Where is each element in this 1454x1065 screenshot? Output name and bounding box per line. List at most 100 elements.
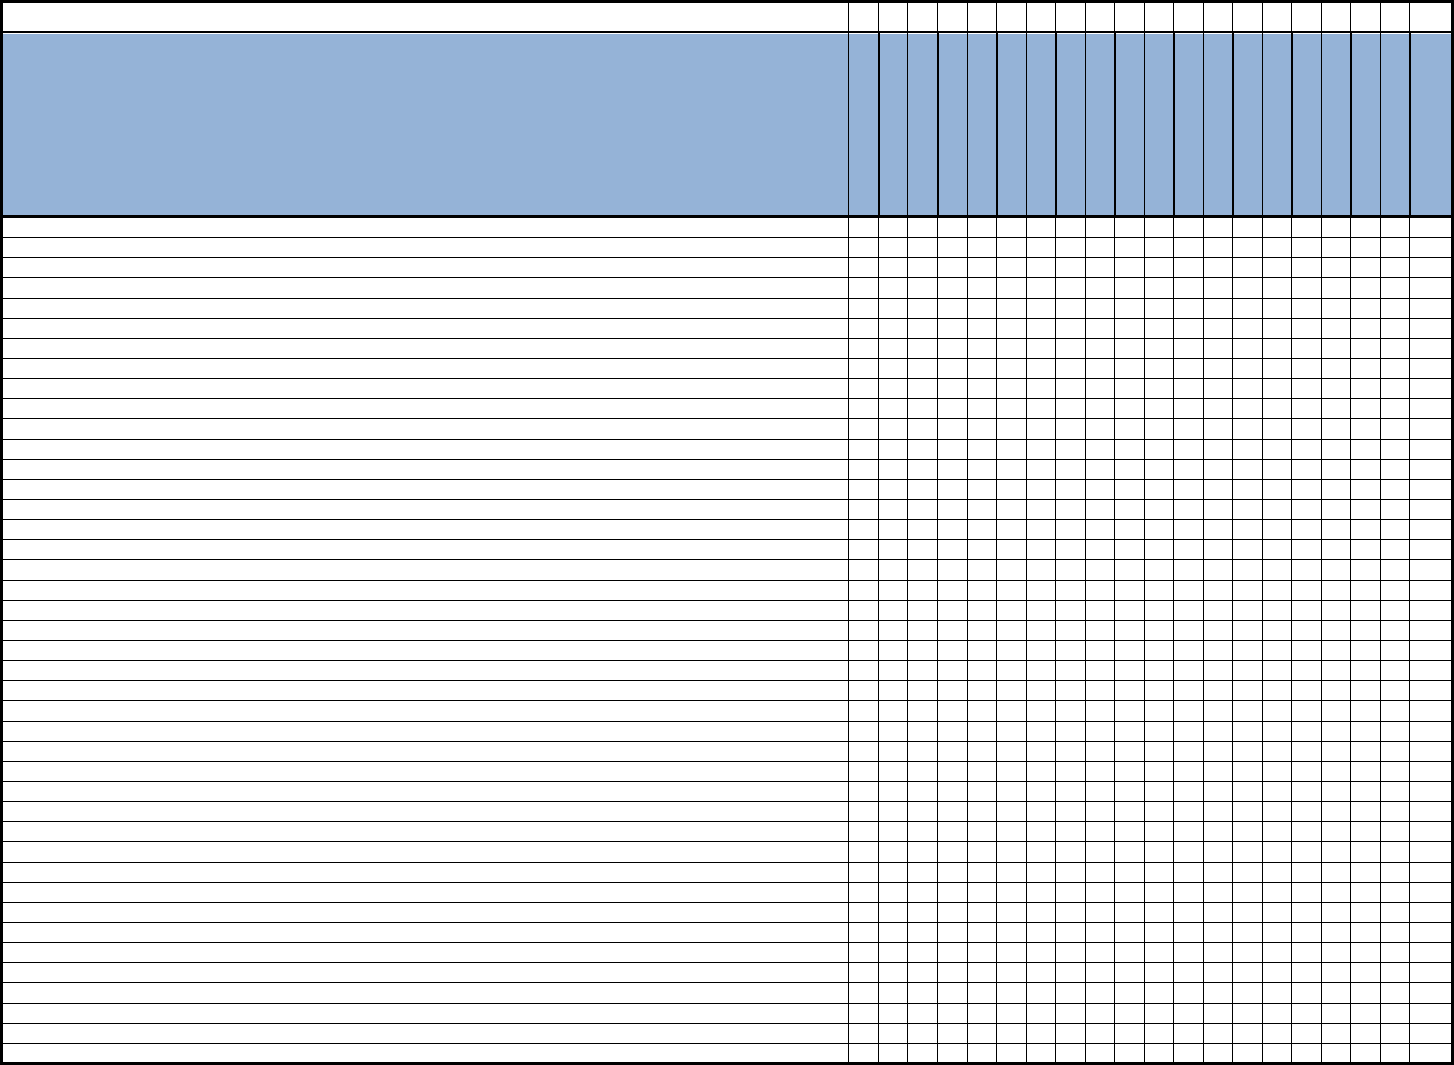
row-divider bbox=[3, 318, 1451, 319]
row-divider bbox=[3, 1003, 1451, 1004]
column-divider bbox=[878, 3, 879, 1062]
table-row[interactable] bbox=[3, 621, 1451, 640]
row-divider bbox=[3, 237, 1451, 238]
table-row[interactable] bbox=[3, 560, 1451, 579]
header-column-divider bbox=[996, 31, 998, 215]
row-divider bbox=[3, 539, 1451, 540]
column-divider bbox=[1026, 3, 1027, 1062]
table-row[interactable] bbox=[3, 1044, 1451, 1063]
table-row[interactable] bbox=[3, 802, 1451, 821]
header-column-divider bbox=[1321, 31, 1322, 215]
column-divider bbox=[937, 3, 938, 1062]
header-column-divider bbox=[1291, 31, 1293, 215]
row-divider bbox=[3, 459, 1451, 460]
table-row[interactable] bbox=[3, 782, 1451, 801]
title-row[interactable] bbox=[3, 3, 1451, 33]
table-row[interactable] bbox=[3, 822, 1451, 841]
table-row[interactable] bbox=[3, 762, 1451, 781]
header-column-divider bbox=[878, 31, 880, 215]
table-row[interactable] bbox=[3, 661, 1451, 680]
header-column-divider bbox=[967, 31, 968, 215]
table-row[interactable] bbox=[3, 440, 1451, 459]
table-row[interactable] bbox=[3, 581, 1451, 600]
table-row[interactable] bbox=[3, 319, 1451, 338]
table-row[interactable] bbox=[3, 299, 1451, 318]
header-column-divider bbox=[848, 31, 849, 215]
table-row[interactable] bbox=[3, 278, 1451, 297]
table-row[interactable] bbox=[3, 460, 1451, 479]
column-divider bbox=[1203, 3, 1204, 1062]
row-divider bbox=[3, 962, 1451, 963]
table-row[interactable] bbox=[3, 359, 1451, 378]
table-row[interactable] bbox=[3, 218, 1451, 237]
column-divider bbox=[1055, 3, 1056, 1062]
header-column-divider bbox=[1085, 31, 1086, 215]
header-column-divider bbox=[1262, 31, 1263, 215]
table-row[interactable] bbox=[3, 419, 1451, 438]
row-divider bbox=[3, 721, 1451, 722]
header-column-divider bbox=[1173, 31, 1175, 215]
table-row[interactable] bbox=[3, 701, 1451, 720]
header-bottom-border bbox=[3, 215, 1451, 218]
row-divider bbox=[3, 378, 1451, 379]
table-row[interactable] bbox=[3, 480, 1451, 499]
row-divider bbox=[3, 298, 1451, 299]
row-divider bbox=[3, 862, 1451, 863]
table-row[interactable] bbox=[3, 923, 1451, 942]
row-divider bbox=[3, 741, 1451, 742]
column-divider bbox=[1085, 3, 1086, 1062]
column-divider bbox=[1114, 3, 1115, 1062]
row-divider bbox=[3, 620, 1451, 621]
column-divider bbox=[996, 3, 997, 1062]
column-divider bbox=[1409, 3, 1410, 1062]
table-row[interactable] bbox=[3, 238, 1451, 257]
table-row[interactable] bbox=[3, 883, 1451, 902]
table-row[interactable] bbox=[3, 903, 1451, 922]
header-row bbox=[3, 34, 1451, 217]
table-row[interactable] bbox=[3, 339, 1451, 358]
table-row[interactable] bbox=[3, 863, 1451, 882]
row-divider bbox=[3, 580, 1451, 581]
table-row[interactable] bbox=[3, 842, 1451, 861]
column-divider bbox=[1291, 3, 1292, 1062]
table-row[interactable] bbox=[3, 722, 1451, 741]
column-divider bbox=[1321, 3, 1322, 1062]
header-column-divider bbox=[1114, 31, 1116, 215]
table-row[interactable] bbox=[3, 1024, 1451, 1043]
row-divider bbox=[3, 418, 1451, 419]
table-row[interactable] bbox=[3, 500, 1451, 519]
table-row[interactable] bbox=[3, 540, 1451, 559]
header-column-divider bbox=[1380, 31, 1381, 215]
header-column-divider bbox=[1026, 31, 1027, 215]
row-divider bbox=[3, 982, 1451, 983]
column-divider bbox=[1350, 3, 1351, 1062]
table-row[interactable] bbox=[3, 520, 1451, 539]
header-column-divider bbox=[1350, 31, 1352, 215]
row-divider bbox=[3, 821, 1451, 822]
table-row[interactable] bbox=[3, 943, 1451, 962]
row-divider bbox=[3, 640, 1451, 641]
table-row[interactable] bbox=[3, 963, 1451, 982]
header-column-divider bbox=[1144, 31, 1145, 215]
table-row[interactable] bbox=[3, 601, 1451, 620]
table-row[interactable] bbox=[3, 1004, 1451, 1023]
row-divider bbox=[3, 660, 1451, 661]
table-row[interactable] bbox=[3, 258, 1451, 277]
row-divider bbox=[3, 882, 1451, 883]
column-divider bbox=[1173, 3, 1174, 1062]
row-divider bbox=[3, 499, 1451, 500]
header-column-divider bbox=[1203, 31, 1204, 215]
table-row[interactable] bbox=[3, 983, 1451, 1002]
table-row[interactable] bbox=[3, 742, 1451, 761]
table-row[interactable] bbox=[3, 379, 1451, 398]
table-row[interactable] bbox=[3, 681, 1451, 700]
row-divider bbox=[3, 680, 1451, 681]
row-divider bbox=[3, 1043, 1451, 1044]
column-divider bbox=[967, 3, 968, 1062]
table-row[interactable] bbox=[3, 399, 1451, 418]
row-divider bbox=[3, 700, 1451, 701]
row-divider bbox=[3, 600, 1451, 601]
row-divider bbox=[3, 942, 1451, 943]
table-row[interactable] bbox=[3, 641, 1451, 660]
